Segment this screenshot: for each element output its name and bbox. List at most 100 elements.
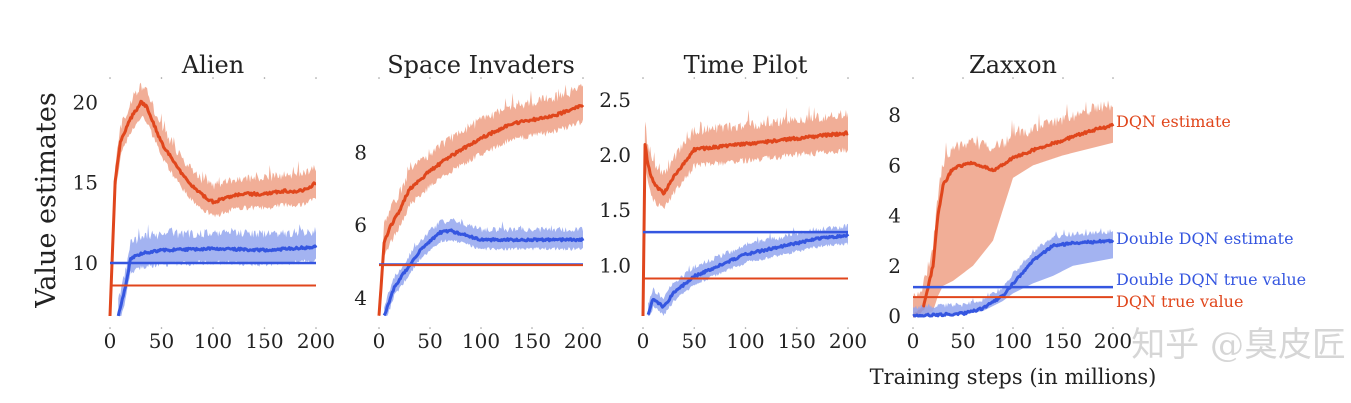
tick-mark	[109, 77, 111, 79]
tick-mark	[582, 77, 584, 79]
x-tick-label: 100	[994, 329, 1032, 353]
x-tick-label: 0	[637, 329, 650, 353]
tick-mark	[744, 327, 747, 329]
y-tick-label: 2	[888, 254, 901, 278]
tick-mark	[531, 77, 533, 79]
tick-mark	[160, 77, 163, 79]
x-tick-label: 150	[245, 329, 283, 353]
tick-mark	[912, 327, 914, 329]
tick-mark	[693, 77, 696, 79]
legend-ddqn-true-value: Double DQN true value	[1116, 270, 1306, 289]
panel-zaxxon: Zaxxon 0 50 100 150 200 0 2 4 6 8	[888, 51, 1132, 353]
tick-mark	[263, 77, 266, 79]
x-tick-label: 100	[726, 329, 764, 353]
tick-mark	[642, 327, 644, 329]
tick-mark	[795, 327, 798, 329]
x-tick-label: 50	[417, 329, 442, 353]
y-tick-label: 6	[354, 213, 367, 237]
y-tick-label: 20	[73, 90, 98, 114]
y-tick-label: 6	[888, 153, 901, 177]
y-tick-label: 0	[888, 304, 901, 328]
tick-mark	[1062, 77, 1064, 79]
ddqn-estimate-band	[384, 218, 583, 316]
x-tick-label: 200	[564, 329, 602, 353]
x-tick-label: 50	[682, 329, 707, 353]
tick-mark	[962, 77, 964, 79]
x-axis-label: Training steps (in millions)	[870, 365, 1157, 389]
y-tick-label: 4	[888, 204, 901, 228]
tick-mark	[160, 327, 163, 329]
tick-mark	[531, 327, 533, 329]
panel-time-pilot: Time Pilot 0 50 100 150 200 1.0 1.5 2.0 2.5	[599, 51, 867, 353]
x-tick-label: 150	[1044, 329, 1082, 353]
x-tick-label: 100	[194, 329, 232, 353]
legend-ddqn-estimate: Double DQN estimate	[1116, 229, 1294, 248]
ddqn-estimate-line	[912, 238, 1115, 318]
y-tick-label: 10	[73, 251, 98, 275]
legend-dqn-estimate: DQN estimate	[1116, 112, 1231, 131]
tick-mark	[378, 77, 380, 79]
legend-dqn-true-value: DQN true value	[1116, 292, 1243, 311]
x-tick-label: 100	[462, 329, 500, 353]
tick-mark	[642, 77, 644, 79]
tick-mark	[109, 327, 111, 329]
tick-mark	[1012, 327, 1014, 329]
x-tick-label: 50	[149, 329, 174, 353]
dqn-estimate-band	[379, 83, 583, 316]
tick-mark	[795, 77, 798, 79]
x-tick-label: 150	[778, 329, 816, 353]
dqn-estimate-line	[641, 130, 849, 317]
panel-alien: Alien 0 50 100 150 200 10 15 20	[73, 51, 336, 353]
y-tick-label: 1.5	[599, 198, 631, 222]
x-tick-label: 50	[950, 329, 975, 353]
tick-mark	[744, 77, 747, 79]
panel-space-invaders: Space Invaders 0 50 100 150 200 4 6 8	[354, 51, 602, 353]
y-tick-label: 2.0	[599, 143, 631, 167]
x-tick-label: 0	[373, 329, 386, 353]
ddqn-estimate-band	[913, 228, 1113, 316]
x-tick-label: 200	[297, 329, 335, 353]
tick-mark	[847, 77, 849, 79]
x-tick-label: 0	[907, 329, 920, 353]
ddqn-estimate-line	[116, 244, 318, 317]
dqn-estimate-line	[108, 99, 317, 317]
tick-mark	[1012, 77, 1014, 79]
tick-mark	[263, 327, 266, 329]
panel-title: Zaxxon	[969, 51, 1057, 79]
tick-mark	[429, 77, 431, 79]
tick-mark	[212, 77, 214, 79]
ddqn-estimate-band	[118, 224, 317, 316]
tick-mark	[582, 327, 584, 329]
dqn-estimate-line	[377, 104, 585, 316]
tick-mark	[315, 327, 317, 329]
y-tick-label: 8	[888, 103, 901, 127]
y-axis-label: Value estimates	[31, 92, 62, 308]
dqn-estimate-band	[913, 100, 1113, 316]
y-tick-label: 2.5	[599, 88, 631, 112]
x-tick-label: 200	[1094, 329, 1132, 353]
y-tick-label: 15	[73, 171, 98, 195]
x-tick-label: 200	[829, 329, 867, 353]
panel-title: Alien	[181, 51, 244, 79]
watermark: 知乎 @臭皮匠	[1131, 325, 1346, 365]
tick-mark	[962, 327, 964, 329]
y-tick-label: 8	[354, 141, 367, 165]
panel-title: Time Pilot	[684, 51, 808, 79]
tick-mark	[1112, 77, 1114, 79]
ddqn-estimate-line	[646, 233, 850, 316]
panel-title: Space Invaders	[387, 51, 575, 79]
tick-mark	[693, 327, 696, 329]
tick-mark	[1062, 327, 1064, 329]
dqn-estimate-band	[643, 105, 848, 317]
tick-mark	[847, 327, 849, 329]
tick-mark	[315, 77, 317, 79]
x-tick-label: 150	[513, 329, 551, 353]
ddqn-estimate-band	[648, 223, 848, 316]
tick-mark	[378, 327, 380, 329]
tick-mark	[1112, 327, 1114, 329]
tick-mark	[212, 327, 214, 329]
ddqn-estimate-line	[382, 228, 585, 317]
tick-mark	[912, 77, 914, 79]
dqn-estimate-line	[912, 122, 1115, 318]
